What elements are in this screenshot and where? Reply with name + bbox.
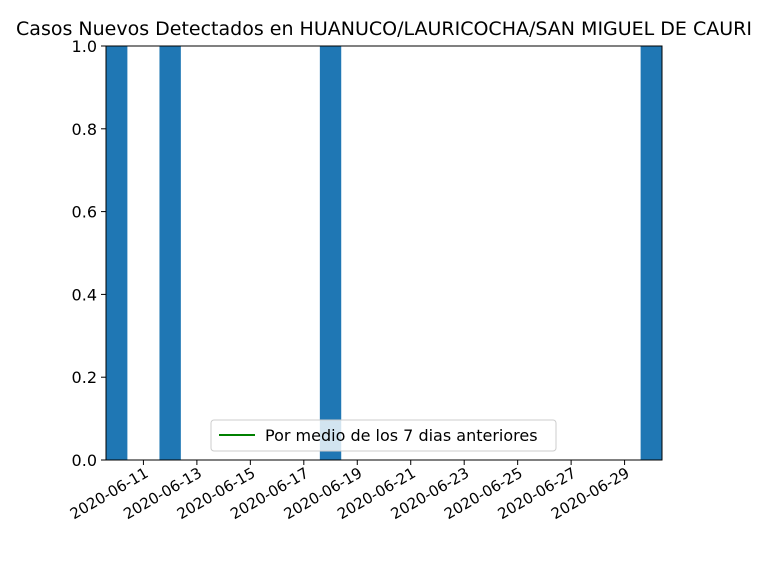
legend-label: Por medio de los 7 dias anteriores	[265, 426, 538, 445]
bar	[319, 46, 342, 460]
bar	[106, 46, 128, 460]
y-tick-label: 0.4	[72, 285, 97, 304]
y-tick-label: 0.6	[72, 203, 97, 222]
legend: Por medio de los 7 dias anteriores	[210, 419, 557, 452]
y-axis: 0.0 0.2 0.4 0.6 0.8 1.0	[72, 37, 106, 470]
plot-frame	[105, 45, 663, 461]
bar	[640, 46, 662, 460]
x-axis: 2020-06-112020-06-132020-06-152020-06-17…	[67, 460, 633, 523]
bars-layer	[106, 46, 662, 460]
y-tick-label: 0.2	[72, 368, 97, 387]
y-tick-label: 0.0	[72, 451, 97, 470]
y-tick-label: 0.8	[72, 120, 97, 139]
bar	[159, 46, 181, 460]
y-tick-label: 1.0	[72, 37, 97, 56]
chart-title: Casos Nuevos Detectados en HUANUCO/LAURI…	[16, 18, 752, 40]
legend-box	[210, 419, 557, 452]
